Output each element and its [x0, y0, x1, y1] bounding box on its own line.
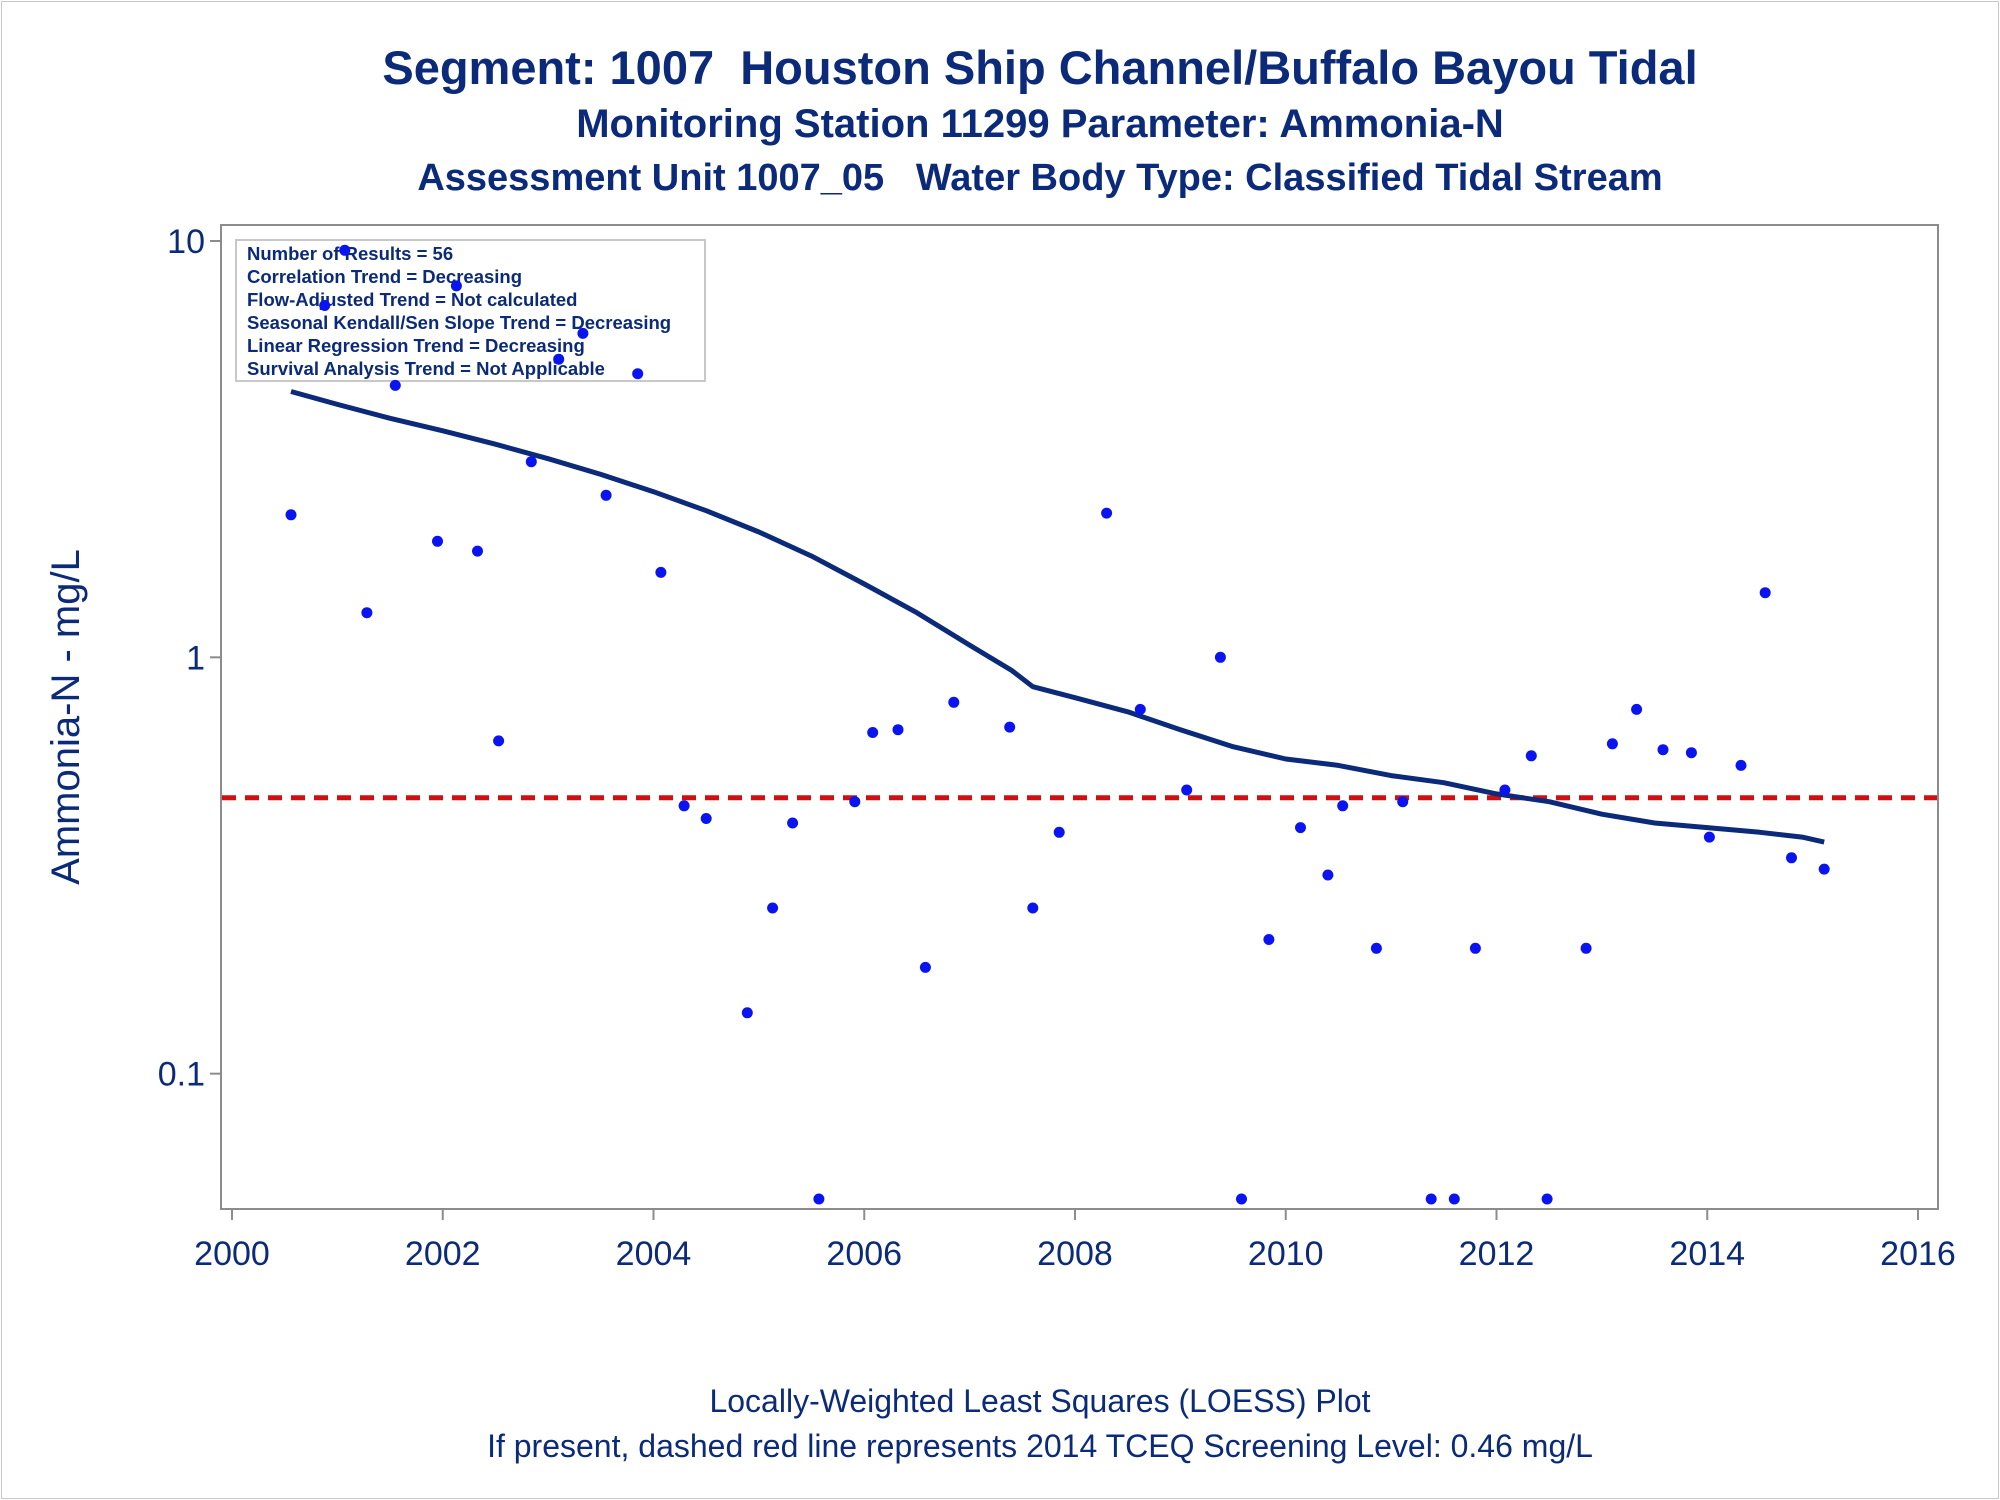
data-point: [1735, 759, 1747, 771]
data-point: [1818, 863, 1830, 875]
x-tick-label: 2014: [1669, 1235, 1745, 1273]
data-point: [432, 535, 443, 547]
data-point: [1236, 1193, 1247, 1205]
data-point: [1337, 800, 1349, 812]
data-point: [1425, 1193, 1437, 1205]
data-point: [813, 1193, 825, 1205]
footer-note-screening: If present, dashed red line represents 2…: [487, 1428, 1593, 1464]
data-point: [600, 489, 612, 501]
data-point: [389, 379, 401, 391]
data-point: [741, 1007, 753, 1019]
data-point: [1448, 1193, 1460, 1205]
data-point: [1101, 507, 1113, 519]
stats-line: Flow-Adjusted Trend = Not calculated: [247, 289, 577, 310]
data-point: [472, 545, 483, 557]
stats-line: Survival Analysis Trend = Not Applicable: [247, 358, 605, 379]
data-point: [1631, 703, 1643, 715]
x-tick-label: 2000: [194, 1235, 270, 1273]
data-point: [1541, 1193, 1553, 1205]
stats-line: Number of Results = 56: [247, 243, 453, 264]
data-point: [1525, 750, 1537, 762]
data-point: [1295, 822, 1306, 834]
y-tick-label: 10: [167, 223, 205, 261]
data-point: [1370, 942, 1382, 954]
data-point: [1499, 784, 1511, 796]
data-point: [1004, 721, 1016, 733]
data-point: [892, 724, 904, 736]
footer-note-loess: Locally-Weighted Least Squares (LOESS) P…: [709, 1383, 1371, 1419]
data-point: [1263, 934, 1275, 945]
data-point: [655, 566, 667, 578]
chart-subtitle-station: Monitoring Station 11299 Parameter: Ammo…: [576, 102, 1504, 146]
x-tick-label: 2016: [1880, 1235, 1956, 1273]
data-point: [632, 368, 644, 380]
data-point: [1397, 796, 1409, 808]
x-tick-label: 2002: [405, 1235, 481, 1273]
x-tick-label: 2010: [1248, 1235, 1324, 1273]
data-point: [1181, 784, 1193, 796]
data-point: [1053, 826, 1065, 838]
data-point: [1685, 747, 1697, 759]
data-point: [1027, 902, 1039, 914]
y-axis-title: Ammonia-N - mg/L: [44, 549, 88, 885]
chart-title: Segment: 1007 Houston Ship Channel/Buffa…: [382, 41, 1698, 94]
data-point: [1469, 942, 1481, 954]
stats-line: Seasonal Kendall/Sen Slope Trend = Decre…: [247, 312, 671, 333]
data-point: [678, 800, 690, 812]
x-tick-label: 2008: [1037, 1235, 1113, 1273]
plot-area-frame: [220, 224, 1939, 1210]
x-tick-label: 2004: [616, 1235, 692, 1273]
data-point: [339, 244, 351, 256]
data-point: [767, 902, 779, 914]
y-tick-label: 0.1: [158, 1056, 205, 1094]
data-point: [1786, 852, 1797, 864]
data-point: [361, 607, 373, 619]
data-point: [787, 817, 799, 829]
data-point: [1657, 744, 1669, 756]
data-point: [285, 509, 297, 521]
data-point: [1214, 651, 1226, 663]
data-point: [450, 280, 462, 292]
data-point: [1759, 587, 1771, 599]
data-point: [867, 727, 879, 738]
data-point: [493, 735, 505, 747]
data-point: [1322, 869, 1334, 881]
x-tick-label: 2006: [826, 1235, 902, 1273]
data-point: [948, 696, 960, 708]
data-point: [1134, 703, 1146, 715]
stats-line: Linear Regression Trend = Decreasing: [247, 335, 585, 356]
data-point: [1703, 831, 1715, 843]
data-point: [849, 796, 861, 808]
stats-line: Correlation Trend = Decreasing: [247, 266, 522, 287]
data-point: [577, 327, 589, 339]
data-point: [319, 300, 331, 311]
data-point: [525, 456, 537, 468]
loess-curve: [290, 389, 1825, 845]
data-point: [919, 961, 931, 973]
data-point: [553, 353, 565, 365]
data-point: [1606, 738, 1618, 750]
data-point: [700, 813, 712, 824]
chart-subtitle-assessment: Assessment Unit 1007_05 Water Body Type:…: [417, 157, 1663, 199]
x-tick-label: 2012: [1459, 1235, 1535, 1273]
data-point: [1580, 942, 1592, 954]
y-tick-label: 1: [186, 639, 205, 677]
stats-box: [235, 239, 706, 382]
